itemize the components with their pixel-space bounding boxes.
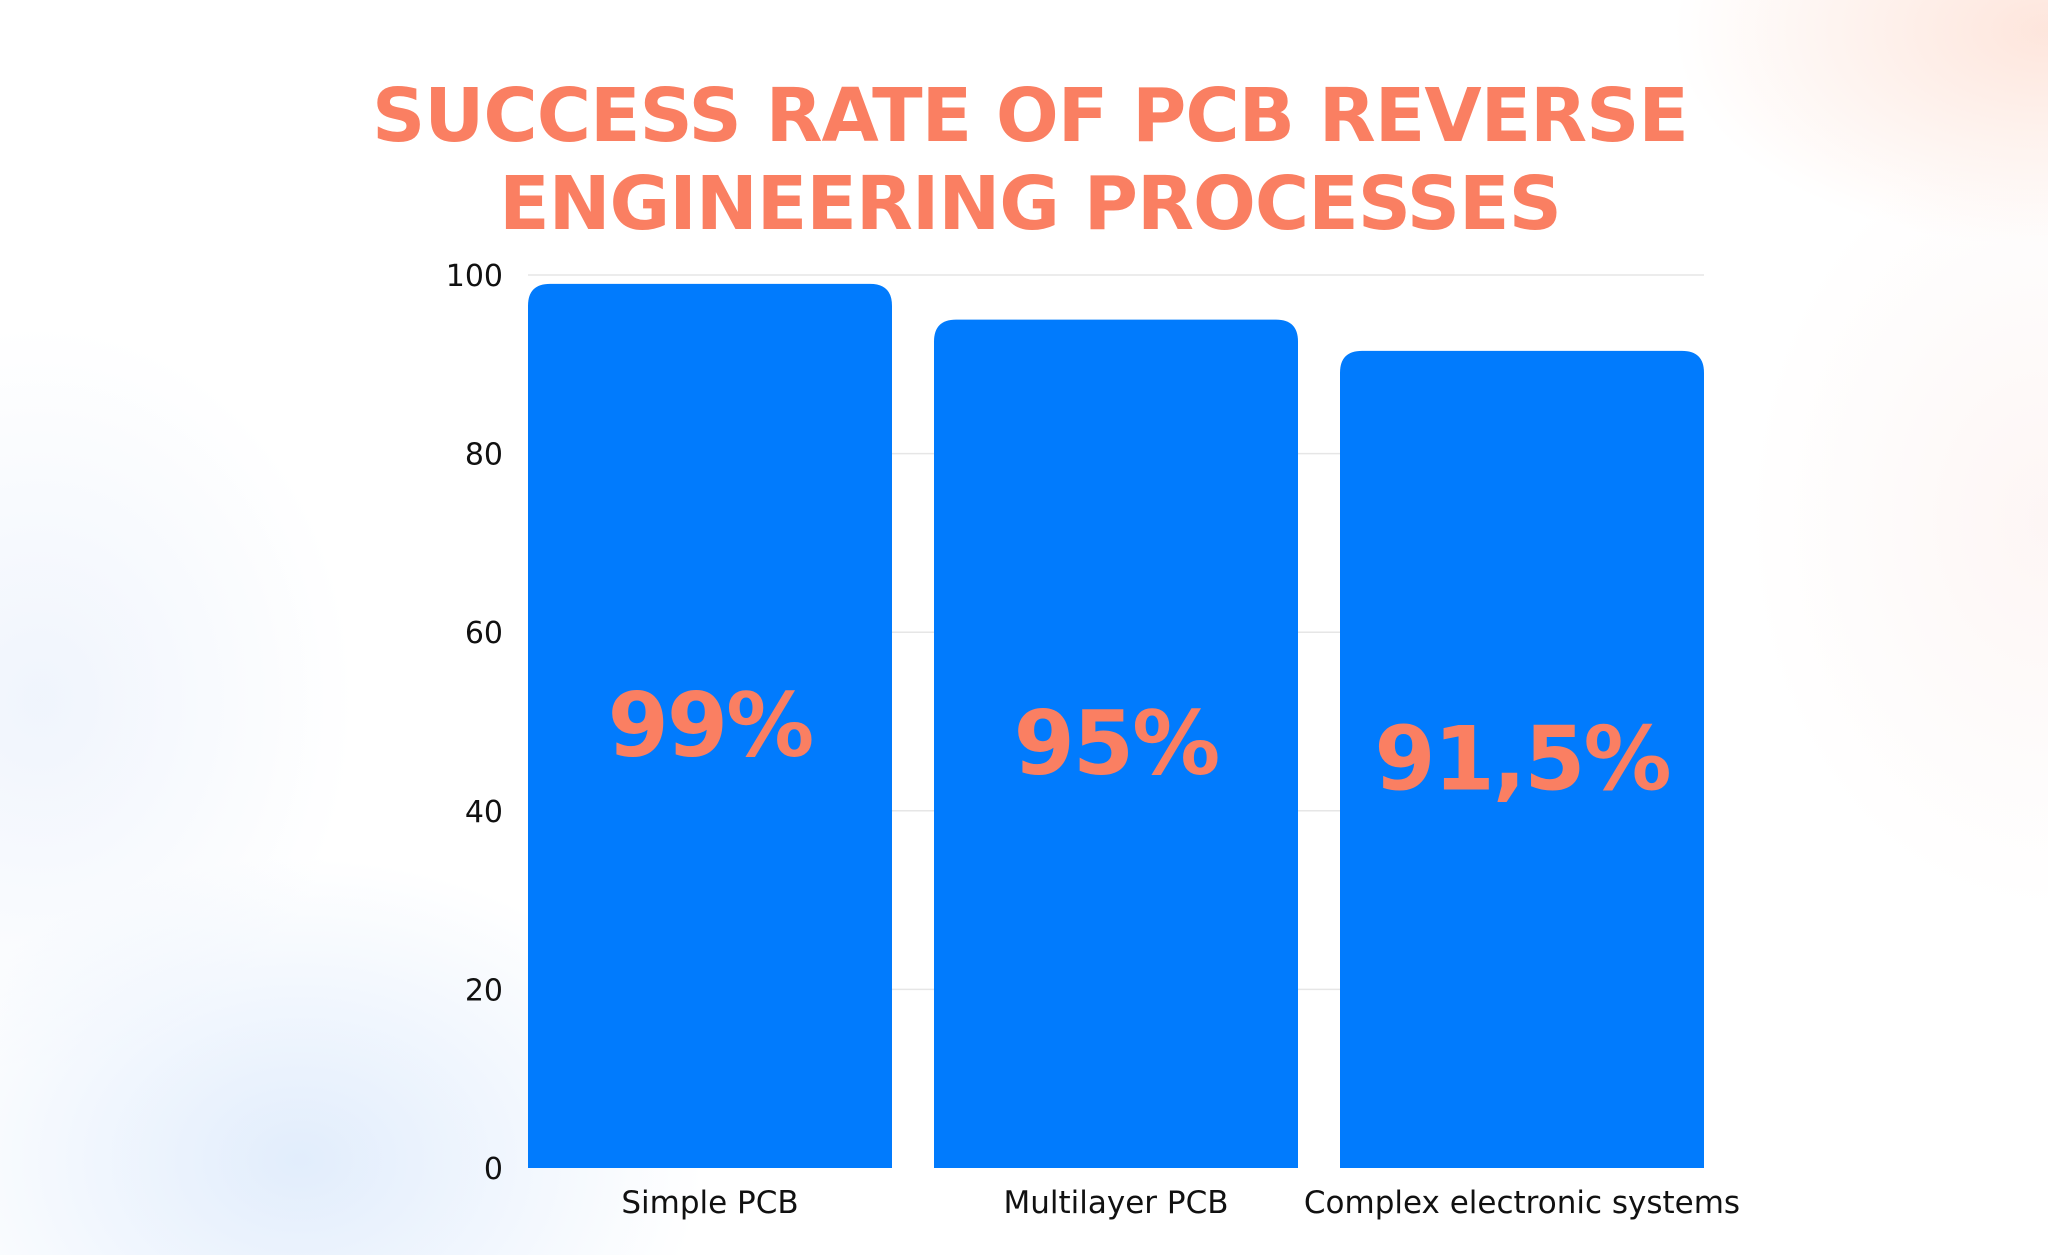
- y-tick-label: 100: [446, 259, 503, 294]
- chart-title: SUCCESS RATE OF PCB REVERSE ENGINEERING …: [260, 72, 1800, 248]
- y-tick-label: 20: [465, 973, 503, 1008]
- chart-title-line-2: ENGINEERING PROCESSES: [499, 161, 1562, 247]
- bar-value-label: 95%: [1014, 692, 1219, 795]
- bars: [528, 283, 1704, 1168]
- x-axis-category-label: Multilayer PCB: [1003, 1185, 1228, 1221]
- data-labels: 99% 95% 91,5%: [608, 674, 1672, 810]
- bar: [934, 319, 1298, 1168]
- x-axis-category-label: Complex electronic systems: [1304, 1185, 1740, 1221]
- y-tick-label: 0: [484, 1152, 503, 1187]
- y-axis-ticks: 0 20 40 60 80 100: [446, 259, 503, 1187]
- y-tick-label: 80: [465, 438, 503, 473]
- y-tick-label: 60: [465, 616, 503, 651]
- chart-title-line-1: SUCCESS RATE OF PCB REVERSE: [372, 73, 1689, 159]
- bar-value-label: 99%: [608, 674, 813, 777]
- x-axis-labels: Simple PCB Multilayer PCB Complex electron…: [621, 1185, 1740, 1221]
- y-tick-label: 40: [465, 795, 503, 830]
- bar: [528, 283, 892, 1168]
- bar-value-label: 91,5%: [1374, 707, 1669, 810]
- bar: [1340, 350, 1704, 1168]
- x-axis-category-label: Simple PCB: [621, 1185, 798, 1221]
